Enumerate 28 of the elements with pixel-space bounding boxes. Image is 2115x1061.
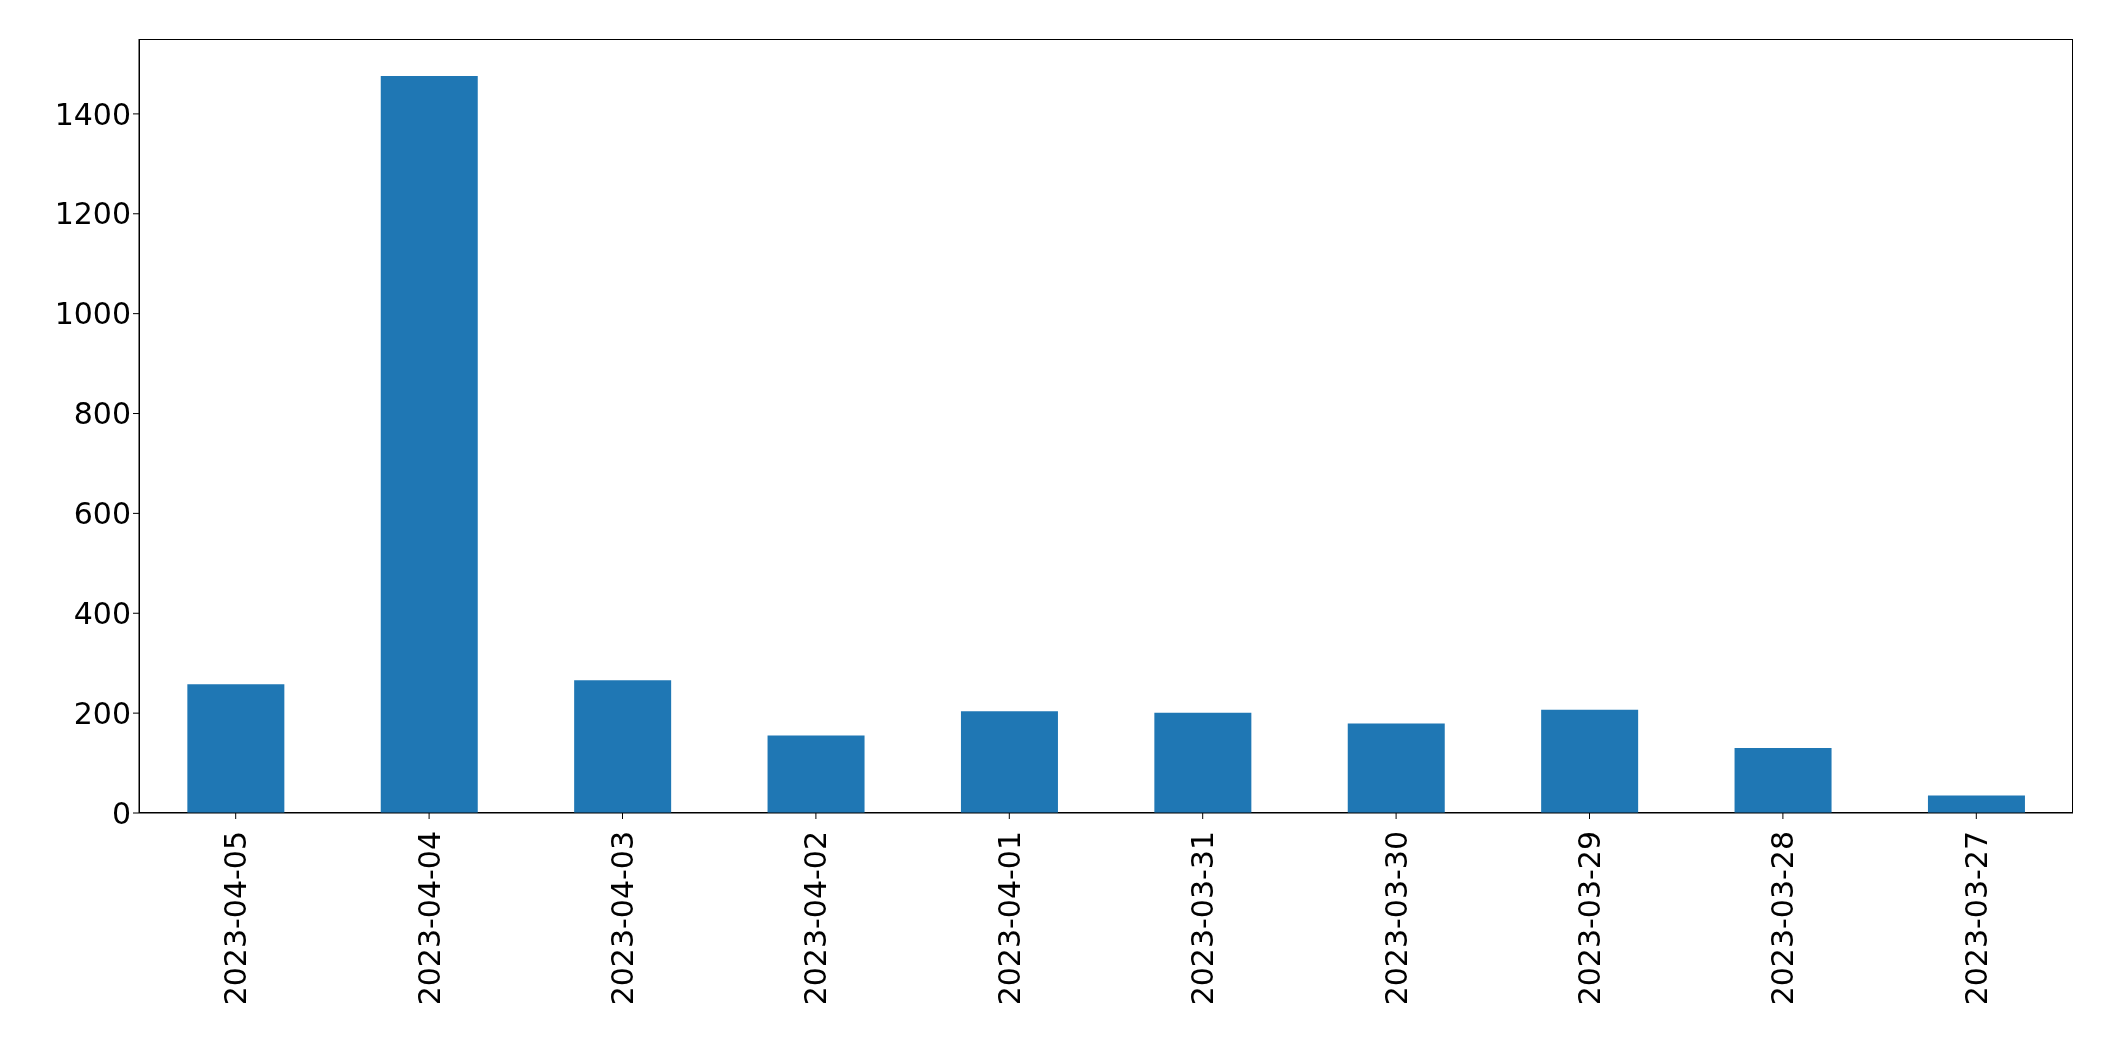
bar	[1347, 723, 1445, 813]
bar	[187, 684, 285, 813]
bar	[767, 735, 865, 813]
bar	[574, 680, 672, 813]
x-tick-label: 2023-03-30	[1378, 831, 1414, 1006]
y-tick-label: 0	[111, 795, 131, 831]
x-tick-label: 2023-04-05	[218, 831, 254, 1006]
x-tick-label: 2023-04-04	[411, 831, 447, 1006]
x-tick-label: 2023-03-31	[1185, 831, 1221, 1006]
bar	[1154, 712, 1252, 813]
y-tick-label: 200	[73, 695, 131, 731]
x-tick-label: 2023-03-29	[1572, 831, 1607, 1006]
bar	[960, 711, 1058, 813]
y-tick-label: 1400	[54, 96, 131, 132]
y-tick-label: 800	[73, 396, 131, 432]
x-tick-label: 2023-04-02	[798, 831, 834, 1006]
bar	[1541, 709, 1639, 813]
y-tick-label: 1000	[54, 296, 131, 332]
x-tick-label: 2023-04-03	[605, 831, 640, 1006]
y-tick-label: 400	[73, 595, 131, 631]
bar	[380, 75, 478, 813]
y-tick-label: 600	[73, 496, 131, 532]
bar	[1734, 748, 1832, 813]
x-tick-label: 2023-03-27	[1958, 831, 1994, 1006]
x-tick-label: 2023-03-28	[1765, 831, 1801, 1006]
y-tick-label: 1200	[54, 196, 131, 232]
x-tick-label: 2023-04-01	[991, 831, 1027, 1006]
bar	[1927, 795, 2025, 813]
